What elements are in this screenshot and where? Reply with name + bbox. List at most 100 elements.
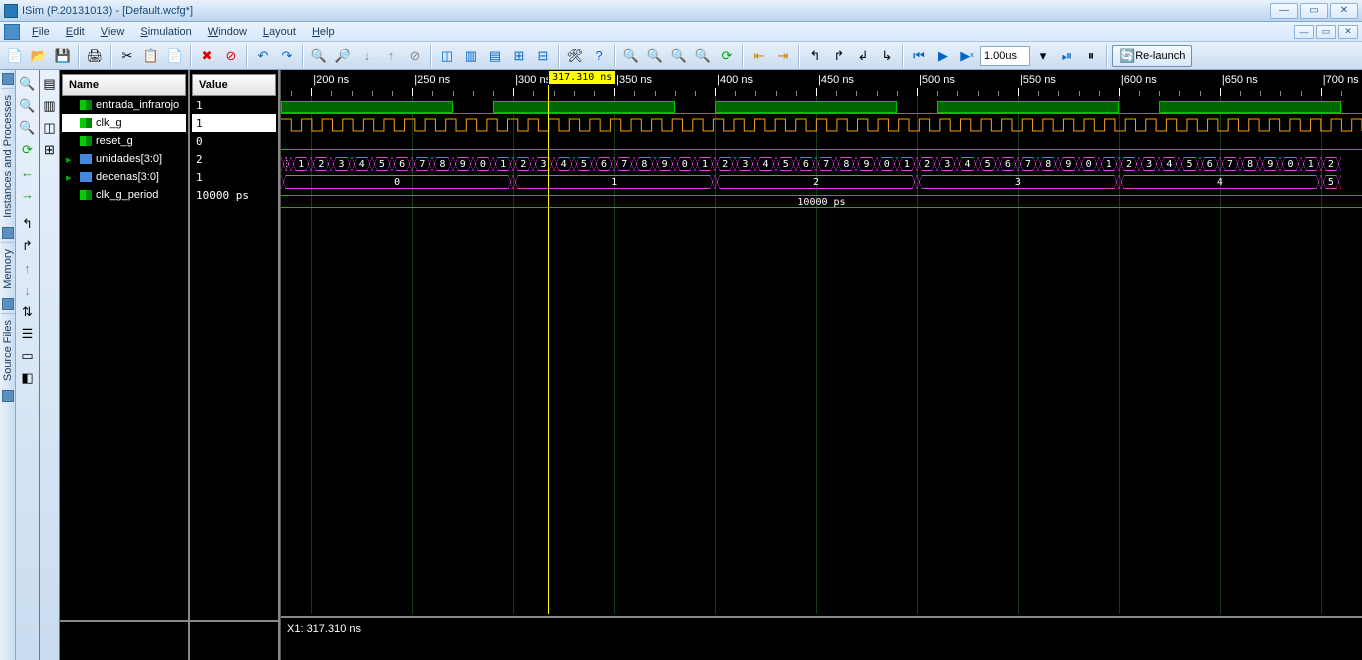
run-button[interactable]: ▶x [956, 45, 978, 67]
cancel-button[interactable]: ⊘ [220, 45, 242, 67]
side-icon-2[interactable] [2, 227, 14, 239]
vt-div-icon[interactable]: ▭ [18, 346, 38, 366]
name-footer [60, 620, 188, 660]
waveform-area[interactable]: |200 ns|250 ns|300 ns|350 ns|400 ns|450 … [280, 70, 1362, 660]
doc-restore-button[interactable]: ▭ [1316, 25, 1336, 39]
doc-close-button[interactable]: ✕ [1338, 25, 1358, 39]
menu-window[interactable]: Window [200, 24, 255, 40]
relaunch-button[interactable]: 🔄 Re-launch [1112, 45, 1192, 67]
menu-layout[interactable]: Layout [255, 24, 304, 40]
menu-simulation[interactable]: Simulation [132, 24, 199, 40]
vt2-d-icon[interactable]: ⊞ [40, 140, 60, 160]
signal-row-5[interactable]: clk_g_period [62, 186, 186, 204]
next-tran-button[interactable]: ↳ [876, 45, 898, 67]
signal-row-3[interactable]: ▸unidades[3:0] [62, 150, 186, 168]
name-header[interactable]: Name [62, 74, 186, 96]
window5-button[interactable]: ⊟ [532, 45, 554, 67]
up-button[interactable]: ↑ [380, 45, 402, 67]
vt-right-icon[interactable]: → [18, 184, 38, 204]
redo-button[interactable]: ↷ [276, 45, 298, 67]
run-time-input[interactable] [980, 46, 1030, 66]
value-row-1[interactable]: 1 [192, 114, 276, 132]
menu-help[interactable]: Help [304, 24, 343, 40]
window1-button[interactable]: ◫ [436, 45, 458, 67]
signal-row-4[interactable]: ▸decenas[3:0] [62, 168, 186, 186]
save-button[interactable]: 💾 [52, 45, 74, 67]
vt-swap-icon[interactable]: ⇅ [18, 302, 38, 322]
tools-button[interactable]: 🛠 [564, 45, 586, 67]
signal-row-1[interactable]: clk_g [62, 114, 186, 132]
vt2-a-icon[interactable]: ▤ [40, 74, 60, 94]
break-button[interactable]: ⏸ [1080, 45, 1102, 67]
new-button[interactable]: 📄 [4, 45, 26, 67]
vt-zoom-fit-icon[interactable]: 🔍 [18, 118, 38, 138]
time-ruler[interactable]: |200 ns|250 ns|300 ns|350 ns|400 ns|450 … [281, 74, 1362, 96]
menubar: FileEditViewSimulationWindowLayoutHelp —… [0, 22, 1362, 42]
vt-left-icon[interactable]: ← [18, 162, 38, 182]
goto-end-button[interactable]: ⇥ [772, 45, 794, 67]
delete-button[interactable]: ✖ [196, 45, 218, 67]
window4-button[interactable]: ⊞ [508, 45, 530, 67]
value-header[interactable]: Value [192, 74, 276, 96]
goto-start-button[interactable]: ⇤ [748, 45, 770, 67]
down-button[interactable]: ↓ [356, 45, 378, 67]
window3-button[interactable]: ▤ [484, 45, 506, 67]
run-all-button[interactable]: ▶ [932, 45, 954, 67]
value-row-0[interactable]: 1 [192, 96, 276, 114]
cut-button[interactable]: ✂ [116, 45, 138, 67]
minimize-button[interactable]: — [1270, 3, 1298, 19]
vt-marker-icon[interactable]: ◧ [18, 368, 38, 388]
time-cursor[interactable]: 317.310 ns [548, 70, 549, 614]
signal-row-2[interactable]: reset_g [62, 132, 186, 150]
prev-tran-button[interactable]: ↲ [852, 45, 874, 67]
zoom-fit-button[interactable]: 🔍 [668, 45, 690, 67]
maximize-button[interactable]: ▭ [1300, 3, 1328, 19]
help-button[interactable]: ? [588, 45, 610, 67]
signal-row-0[interactable]: entrada_infrarojo [62, 96, 186, 114]
menu-view[interactable]: View [93, 24, 133, 40]
side-icon-1[interactable] [2, 73, 14, 85]
window2-button[interactable]: ▥ [460, 45, 482, 67]
find-next-button[interactable]: 🔎 [332, 45, 354, 67]
vt-refresh-icon[interactable]: ⟳ [18, 140, 38, 160]
menu-edit[interactable]: Edit [58, 24, 93, 40]
time-unit-dropdown[interactable]: ▾ [1032, 45, 1054, 67]
undo-button[interactable]: ↶ [252, 45, 274, 67]
zoom-in-button[interactable]: 🔍 [620, 45, 642, 67]
vt-up-icon[interactable]: ↑ [18, 258, 38, 278]
zoom-out-button[interactable]: 🔍 [644, 45, 666, 67]
find-button[interactable]: 🔍 [308, 45, 330, 67]
side-icon-3[interactable] [2, 298, 14, 310]
side-icon-4[interactable] [2, 390, 14, 402]
track-reset [281, 136, 1362, 152]
vt-prev-icon[interactable]: ↰ [18, 214, 38, 234]
zoom-sel-button[interactable]: 🔍 [692, 45, 714, 67]
restart-button[interactable]: ⏮ [908, 45, 930, 67]
doc-minimize-button[interactable]: — [1294, 25, 1314, 39]
vt-down-icon[interactable]: ↓ [18, 280, 38, 300]
vt-next-icon[interactable]: ↱ [18, 236, 38, 256]
tab-instances[interactable]: Instances and Processes [1, 88, 15, 224]
next-edge-button[interactable]: ↱ [828, 45, 850, 67]
prev-edge-button[interactable]: ↰ [804, 45, 826, 67]
vt2-c-icon[interactable]: ◫ [40, 118, 60, 138]
value-row-2[interactable]: 0 [192, 132, 276, 150]
vt-group-icon[interactable]: ☰ [18, 324, 38, 344]
value-row-5[interactable]: 10000 ps [192, 186, 276, 204]
close-button[interactable]: ✕ [1330, 3, 1358, 19]
step-button[interactable]: ⏯ [1056, 45, 1078, 67]
print-button[interactable]: 🖨 [84, 45, 106, 67]
stop-button[interactable]: ⊘ [404, 45, 426, 67]
menu-file[interactable]: File [24, 24, 58, 40]
vt2-b-icon[interactable]: ▥ [40, 96, 60, 116]
open-button[interactable]: 📂 [28, 45, 50, 67]
tab-memory[interactable]: Memory [1, 242, 15, 295]
copy-button[interactable]: 📋 [140, 45, 162, 67]
refresh-button[interactable]: ⟳ [716, 45, 738, 67]
vt-zoom-out-icon[interactable]: 🔍 [18, 96, 38, 116]
value-row-4[interactable]: 1 [192, 168, 276, 186]
vt-zoom-in-icon[interactable]: 🔍 [18, 74, 38, 94]
tab-source[interactable]: Source Files [1, 313, 15, 387]
value-row-3[interactable]: 2 [192, 150, 276, 168]
paste-button[interactable]: 📄 [164, 45, 186, 67]
